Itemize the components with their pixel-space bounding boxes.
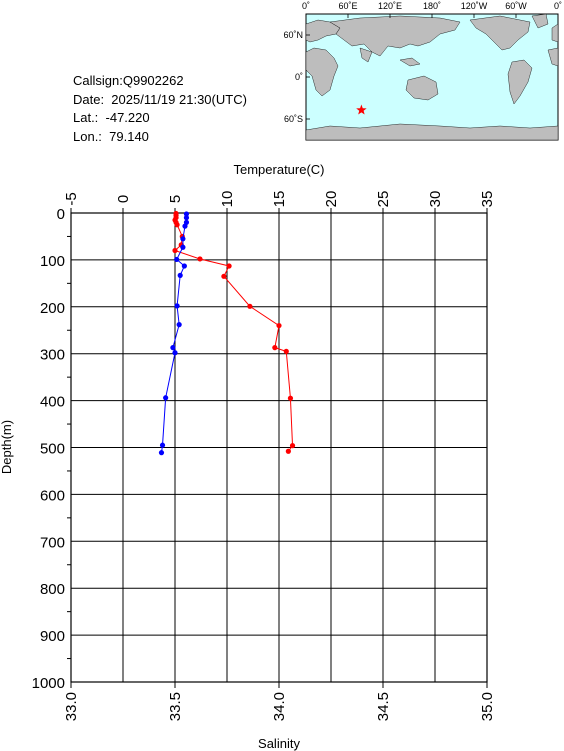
map-land: [305, 13, 559, 141]
temperature-tick-label: 0: [115, 195, 132, 203]
depth-tick-label: 300: [40, 347, 65, 364]
temperature-tick-label: 25: [375, 191, 392, 208]
location-map: 0˚ 60˚E 120˚E 180˚ 120˚W 60˚W 0˚ 60˚N 0˚ 60˚S: [283, 1, 562, 141]
salinity-tick-label: 33.5: [167, 692, 184, 721]
temperature-point: [283, 348, 289, 354]
depth-tick-label: 700: [40, 534, 65, 551]
salinity-point: [174, 256, 180, 263]
temperature-point: [276, 322, 282, 329]
latitude-text: Lat.: -47.220: [73, 110, 150, 125]
temperature-point: [272, 345, 278, 351]
salinity-point: [158, 450, 165, 456]
salinity-point: [159, 442, 166, 448]
temperature-tick-label: 35: [479, 191, 496, 208]
temperature-profile-line: [174, 213, 294, 452]
map-latitude-label: 60˚N: [283, 30, 303, 40]
salinity-point: [172, 350, 178, 356]
map-longitude-label: 120˚W: [461, 1, 488, 11]
plot-frame: [70, 212, 488, 683]
salinity-point: [181, 263, 187, 269]
temperature-tick-label: 20: [323, 191, 340, 208]
map-longitude-label: 180˚: [423, 1, 441, 11]
temperature-point: [226, 263, 232, 269]
bottom-axis-title: Salinity: [258, 736, 300, 751]
salinity-point: [180, 244, 186, 250]
temperature-tick-label: 10: [219, 191, 236, 208]
depth-tick-label: 600: [40, 487, 65, 504]
salinity-point: [163, 395, 169, 401]
salinity-tick-label: 34.5: [375, 692, 392, 721]
map-longitude-label: 60˚E: [338, 1, 357, 11]
map-longitude-label: 60˚W: [505, 1, 527, 11]
salinity-tick-label: 34.0: [271, 692, 288, 721]
data-series: [158, 210, 296, 456]
salinity-point: [180, 236, 186, 242]
temperature-point: [289, 443, 296, 449]
date-text: Date: 2025/11/19 21:30(UTC): [73, 91, 247, 107]
temperature-point: [287, 395, 294, 401]
map-latitude-label: 0˚: [295, 72, 303, 82]
station-info: Callsign:Q9902262 Date: 2025/11/19 21:30…: [73, 72, 247, 146]
depth-tick-label: 100: [40, 253, 65, 270]
salinity-point: [177, 272, 183, 278]
depth-tick-label: 500: [40, 441, 65, 458]
map-longitude-label: 0˚: [302, 1, 310, 11]
temperature-point: [174, 222, 180, 228]
temperature-tick-label: 30: [427, 191, 444, 208]
map-latitude-label: 60˚S: [284, 114, 303, 124]
temperature-point: [197, 256, 203, 262]
temperature-point: [172, 247, 178, 254]
callsign-text: Callsign:Q9902262: [73, 73, 184, 88]
longitude-text: Lon.: 79.140: [73, 128, 149, 144]
depth-tick-label: 400: [40, 394, 65, 411]
depth-tick-label: 0: [57, 206, 65, 223]
grid-lines: [70, 212, 488, 683]
salinity-point: [170, 345, 176, 351]
salinity-tick-label: 35.0: [479, 692, 496, 721]
left-axis-title: Depth(m): [0, 420, 14, 474]
depth-tick-label: 800: [40, 581, 65, 598]
salinity-point: [183, 211, 190, 217]
temperature-tick-label: 15: [271, 191, 288, 208]
temperature-point: [221, 273, 227, 279]
depth-tick-label: 200: [40, 300, 65, 317]
salinity-point: [174, 303, 180, 309]
salinity-point: [183, 215, 190, 221]
salinity-tick-label: 33.0: [63, 692, 80, 721]
temperature-tick-label: 5: [167, 195, 184, 203]
map-longitude-label: 120˚E: [378, 1, 402, 11]
temperature-tick-label: -5: [63, 192, 80, 205]
temperature-point: [285, 448, 291, 454]
depth-tick-label: 900: [40, 628, 65, 645]
salinity-point: [176, 322, 182, 328]
station-star-icon: [356, 104, 367, 115]
salinity-point: [182, 223, 188, 229]
depth-tick-label: 1000: [32, 675, 65, 692]
temperature-point: [247, 303, 253, 309]
top-axis-title: Temperature(C): [233, 162, 324, 177]
map-longitude-label: 0˚: [554, 1, 562, 11]
